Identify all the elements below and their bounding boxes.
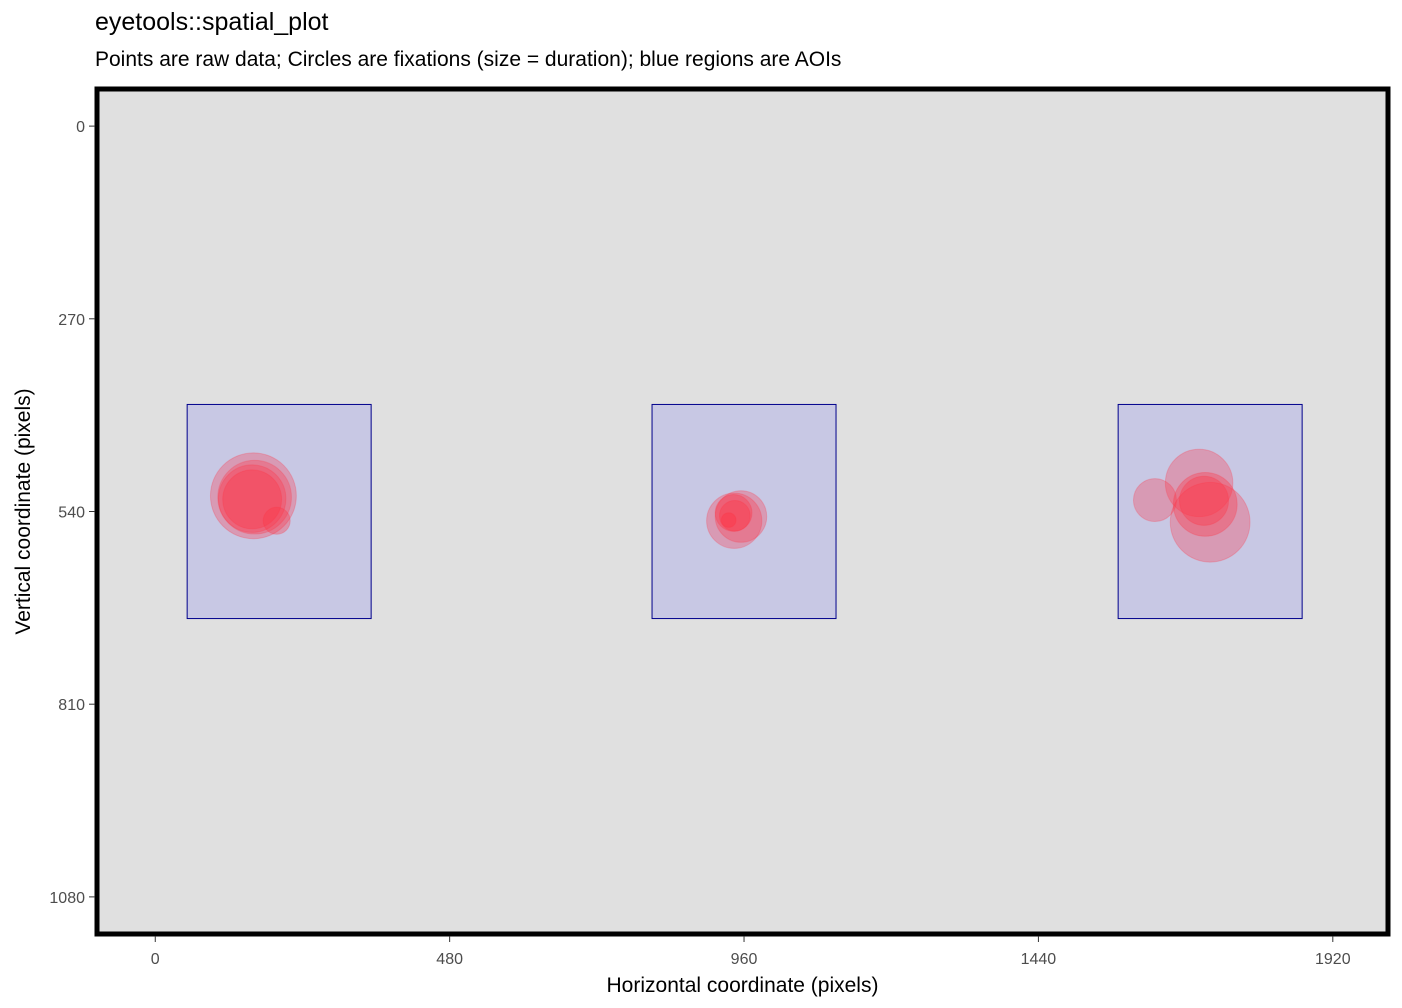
chart-subtitle: Points are raw data; Circles are fixatio… xyxy=(95,48,842,71)
y-axis-label: Vertical coordinate (pixels) xyxy=(12,388,35,634)
x-tick-label: 480 xyxy=(436,951,463,968)
x-tick-label: 1920 xyxy=(1315,951,1351,968)
fixation-circle-2 xyxy=(217,459,292,535)
x-tick-label: 1440 xyxy=(1021,951,1057,968)
y-tick-label: 810 xyxy=(58,697,85,714)
fixation-circle-11 xyxy=(1132,478,1177,523)
fixation-circle-15 xyxy=(1178,475,1230,526)
fixation-circle-3 xyxy=(217,464,287,533)
y-tick-label: 1080 xyxy=(49,890,85,907)
y-tick-label: 0 xyxy=(76,119,85,136)
panel-border xyxy=(94,86,1391,937)
fixation-circle-6 xyxy=(714,490,768,543)
x-tick-label: 960 xyxy=(731,951,758,968)
fixation-circle-1 xyxy=(209,452,297,540)
fixation-circle-9 xyxy=(719,499,751,532)
aoi-region-3 xyxy=(1117,403,1303,620)
aoi-region-1 xyxy=(186,403,372,620)
fixation-circle-13 xyxy=(1169,481,1251,563)
y-tick-label: 270 xyxy=(58,312,85,329)
fixation-circle-12 xyxy=(1164,448,1234,518)
fixation-circle-8 xyxy=(714,494,753,532)
chart-title: eyetools::spatial_plot xyxy=(95,8,329,36)
fixation-circle-10 xyxy=(720,512,737,528)
fixation-circle-7 xyxy=(706,492,763,549)
aoi-region-2 xyxy=(651,403,837,620)
y-tick-label: 540 xyxy=(58,505,85,522)
x-axis-label: Horizontal coordinate (pixels) xyxy=(607,974,879,997)
fixation-circle-14 xyxy=(1172,471,1238,537)
fixation-circle-5 xyxy=(262,506,291,535)
x-tick-label: 0 xyxy=(151,951,160,968)
fixation-circle-4 xyxy=(222,469,283,530)
